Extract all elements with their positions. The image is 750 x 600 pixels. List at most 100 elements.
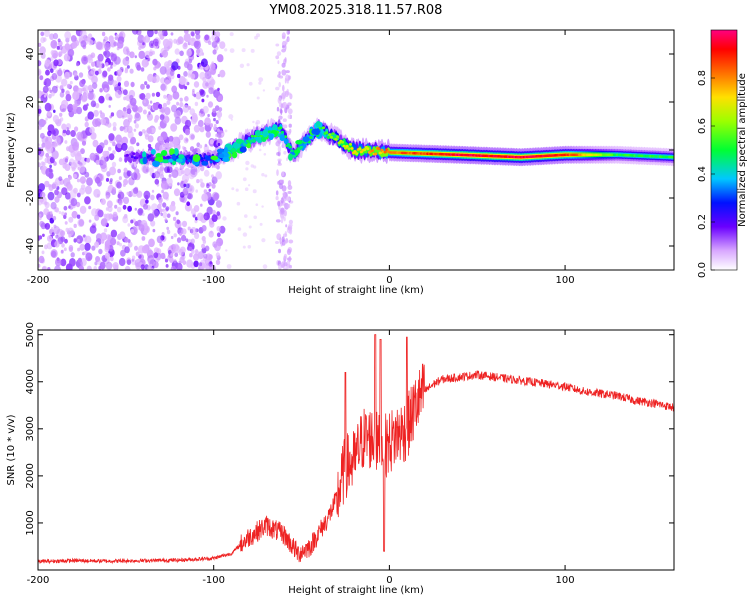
noise-speck: [137, 208, 144, 216]
noise-speck: [64, 158, 69, 163]
noise-speck: [70, 35, 77, 43]
noise-speck: [286, 92, 291, 96]
noise-speck: [68, 205, 71, 209]
noise-speck: [126, 170, 132, 177]
noise-speck: [173, 233, 177, 238]
noise-speck: [148, 167, 154, 174]
noise-speck: [148, 266, 152, 270]
ridge-blob: [251, 138, 257, 143]
ridge-blob: [355, 152, 359, 156]
ridge-blob: [370, 149, 375, 153]
noise-speck: [71, 210, 78, 219]
noise-speck: [133, 128, 137, 132]
noise-speck: [187, 226, 191, 231]
noise-speck: [133, 187, 139, 194]
y-tick-label: 1000: [25, 510, 36, 535]
noise-speck: [53, 59, 59, 67]
noise-speck: [283, 124, 288, 129]
noise-speck: [154, 171, 160, 179]
noise-speck: [201, 235, 206, 242]
noise-speck: [99, 88, 103, 93]
noise-speck: [87, 84, 93, 92]
ridge-blob: [135, 156, 139, 160]
noise-speck: [216, 226, 221, 232]
noise-speck: [55, 234, 59, 239]
noise-speck: [183, 33, 191, 43]
noise-speck: [197, 119, 204, 128]
noise-speck: [52, 52, 58, 59]
noise-speck: [183, 183, 187, 188]
noise-speck: [89, 126, 95, 134]
noise-speck: [117, 168, 121, 174]
noise-speck: [54, 207, 60, 213]
noise-speck: [52, 114, 60, 123]
ridge-blob: [350, 147, 354, 150]
noise-speck: [242, 245, 246, 249]
noise-speck: [160, 83, 166, 91]
spectrogram-panel: -200 -100 0 100 40 20 0 -20 -40 Height of straig…: [6, 29, 675, 296]
noise-speck: [63, 214, 67, 219]
noise-speck: [168, 135, 174, 142]
noise-speck: [111, 187, 117, 193]
noise-speck: [138, 224, 145, 232]
ridge-blob: [671, 155, 674, 159]
noise-speck: [51, 183, 57, 190]
ridge-blob: [125, 153, 129, 157]
noise-speck: [129, 97, 137, 106]
noise-speck: [120, 249, 126, 257]
noise-speck: [115, 33, 119, 37]
noise-speck: [49, 164, 52, 169]
noise-speck: [183, 30, 189, 34]
noise-speck: [275, 140, 281, 147]
noise-speck: [54, 240, 60, 248]
noise-speck: [105, 195, 110, 200]
noise-speck: [104, 87, 108, 92]
noise-speck: [215, 120, 219, 124]
noise-speck: [118, 176, 122, 181]
ridge-blob: [209, 160, 213, 164]
noise-speck: [185, 138, 189, 142]
noise-speck: [118, 157, 123, 162]
noise-speck: [194, 101, 199, 107]
noise-speck: [89, 225, 97, 234]
noise-speck: [209, 139, 214, 145]
noise-speck: [68, 216, 74, 223]
noise-speck: [77, 218, 85, 228]
ridge-blob: [216, 148, 224, 153]
noise-speck: [181, 220, 188, 228]
noise-speck: [159, 242, 163, 247]
noise-speck: [38, 147, 42, 156]
noise-speck: [109, 178, 113, 182]
noise-speck: [38, 199, 43, 206]
noise-speck: [229, 32, 234, 37]
noise-speck: [72, 91, 80, 101]
colorbar-tick-label: 0.6: [697, 118, 708, 134]
noise-speck: [50, 91, 55, 97]
noise-speck: [65, 93, 72, 102]
noise-speck: [123, 196, 130, 205]
noise-speck: [177, 182, 180, 186]
noise-speck: [99, 142, 105, 150]
noise-speck: [287, 185, 293, 190]
noise-speck: [141, 129, 146, 134]
noise-speck: [38, 183, 45, 192]
noise-speck: [127, 205, 132, 212]
ridge-blob: [148, 154, 152, 158]
noise-speck: [191, 249, 195, 254]
noise-speck: [180, 170, 185, 175]
noise-speck: [169, 70, 175, 76]
noise-speck: [183, 189, 188, 195]
noise-speck: [263, 153, 267, 156]
noise-speck: [160, 252, 166, 260]
noise-speck: [221, 132, 224, 136]
noise-speck: [264, 174, 268, 178]
noise-speck: [40, 132, 45, 139]
ridge-blob: [378, 151, 382, 155]
noise-speck: [110, 53, 118, 62]
noise-speck: [110, 65, 113, 69]
ridge-blob: [290, 149, 294, 153]
noise-speck: [261, 238, 266, 243]
noise-speck: [231, 187, 235, 191]
ridge-blob: [315, 121, 321, 128]
noise-speck: [80, 40, 87, 48]
